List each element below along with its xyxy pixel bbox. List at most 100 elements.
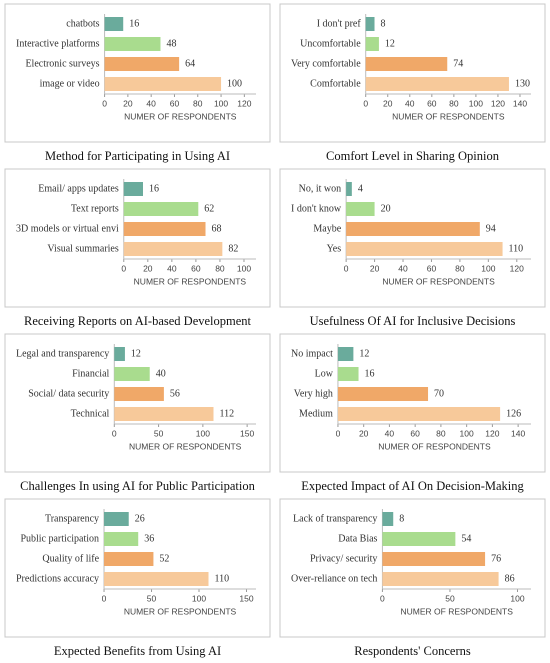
bar — [104, 572, 209, 586]
chart-title: Usefulness Of AI for Inclusive Decisions — [310, 314, 516, 328]
bar — [123, 222, 206, 236]
panel-frame — [4, 3, 271, 143]
x-tick-label: 50 — [154, 428, 164, 438]
x-axis-label: NUMER OF RESPONDENTS — [401, 606, 514, 616]
value-label: 16 — [365, 368, 375, 379]
x-tick-label: 20 — [143, 263, 153, 273]
bar — [365, 17, 375, 31]
bar — [104, 512, 129, 526]
x-tick-label: 40 — [398, 263, 408, 273]
category-label: Technical — [71, 408, 110, 419]
x-tick-label: 40 — [167, 263, 177, 273]
bar — [346, 182, 352, 196]
value-label: 112 — [219, 408, 234, 419]
x-tick-label: 60 — [427, 263, 437, 273]
bar — [365, 57, 448, 71]
bar — [337, 347, 354, 361]
value-label: 94 — [486, 223, 496, 234]
value-label: 26 — [135, 513, 145, 524]
x-tick-label: 50 — [445, 593, 455, 603]
value-label: 20 — [381, 203, 391, 214]
chart-title: Respondents' Concerns — [354, 644, 471, 658]
x-tick-label: 40 — [405, 98, 415, 108]
x-tick-label: 80 — [193, 98, 203, 108]
x-tick-label: 100 — [214, 98, 228, 108]
category-label: Public participation — [20, 533, 99, 544]
category-label: Email/ apps updates — [38, 183, 119, 194]
value-label: 12 — [385, 38, 395, 49]
value-label: 82 — [228, 243, 238, 254]
x-tick-label: 0 — [336, 428, 341, 438]
category-label: 3D models or virtual envi — [16, 223, 119, 234]
bar — [365, 37, 379, 51]
bar — [104, 57, 180, 71]
x-tick-label: 40 — [385, 428, 395, 438]
value-label: 110 — [215, 573, 230, 584]
category-label: Predictions accuracy — [16, 573, 99, 584]
bar — [123, 202, 199, 216]
bar — [346, 242, 503, 256]
panel-frame — [4, 498, 271, 638]
x-axis-label: NUMER OF RESPONDENTS — [392, 111, 505, 121]
value-label: 48 — [166, 38, 176, 49]
x-tick-label: 100 — [192, 593, 206, 603]
x-axis-label: NUMER OF RESPONDENTS — [378, 441, 491, 451]
category-label: chatbots — [66, 18, 99, 29]
x-tick-label: 100 — [469, 98, 483, 108]
chart-title: Comfort Level in Sharing Opinion — [326, 149, 500, 163]
category-label: Interactive platforms — [16, 38, 100, 49]
x-tick-label: 120 — [485, 428, 499, 438]
value-label: 40 — [156, 368, 166, 379]
value-label: 68 — [212, 223, 222, 234]
value-label: 100 — [227, 78, 242, 89]
bar — [337, 407, 501, 421]
bar — [104, 552, 154, 566]
x-tick-label: 20 — [123, 98, 133, 108]
category-label: Legal and transparency — [16, 348, 109, 359]
bar — [104, 77, 222, 91]
chart-title: Challenges In using AI for Public Partic… — [20, 479, 255, 493]
value-label: 130 — [515, 78, 530, 89]
x-tick-label: 60 — [410, 428, 420, 438]
x-tick-label: 60 — [427, 98, 437, 108]
x-tick-label: 80 — [455, 263, 465, 273]
bar — [114, 387, 164, 401]
bar — [114, 367, 150, 381]
x-tick-label: 150 — [240, 428, 254, 438]
x-tick-label: 20 — [370, 263, 380, 273]
category-label: Transparency — [45, 513, 99, 524]
bar — [382, 552, 486, 566]
category-label: Yes — [327, 243, 342, 254]
x-tick-label: 80 — [449, 98, 459, 108]
x-tick-label: 100 — [510, 593, 524, 603]
bar — [104, 532, 139, 546]
x-tick-label: 0 — [102, 593, 107, 603]
category-label: Uncomfortable — [300, 38, 361, 49]
category-label: Electronic surveys — [25, 58, 99, 69]
bar — [365, 77, 509, 91]
bar — [104, 17, 124, 31]
x-tick-label: 80 — [215, 263, 225, 273]
bar — [346, 222, 480, 236]
bar — [114, 347, 125, 361]
x-tick-label: 0 — [102, 98, 107, 108]
category-label: Comfortable — [310, 78, 361, 89]
bar — [104, 37, 161, 51]
x-axis-label: NUMER OF RESPONDENTS — [124, 606, 237, 616]
category-label: Low — [315, 368, 334, 379]
bar — [337, 367, 359, 381]
value-label: 4 — [358, 183, 363, 194]
x-axis-label: NUMER OF RESPONDENTS — [129, 441, 242, 451]
category-label: No, it won — [299, 183, 342, 194]
category-label: image or video — [40, 78, 100, 89]
x-tick-label: 100 — [481, 263, 495, 273]
category-label: Financial — [72, 368, 109, 379]
x-tick-label: 150 — [239, 593, 253, 603]
x-tick-label: 140 — [513, 98, 527, 108]
panel-frame — [279, 498, 546, 638]
x-tick-label: 0 — [380, 593, 385, 603]
value-label: 52 — [159, 553, 169, 564]
panel-frame — [279, 168, 546, 308]
panel-frame — [279, 3, 546, 143]
